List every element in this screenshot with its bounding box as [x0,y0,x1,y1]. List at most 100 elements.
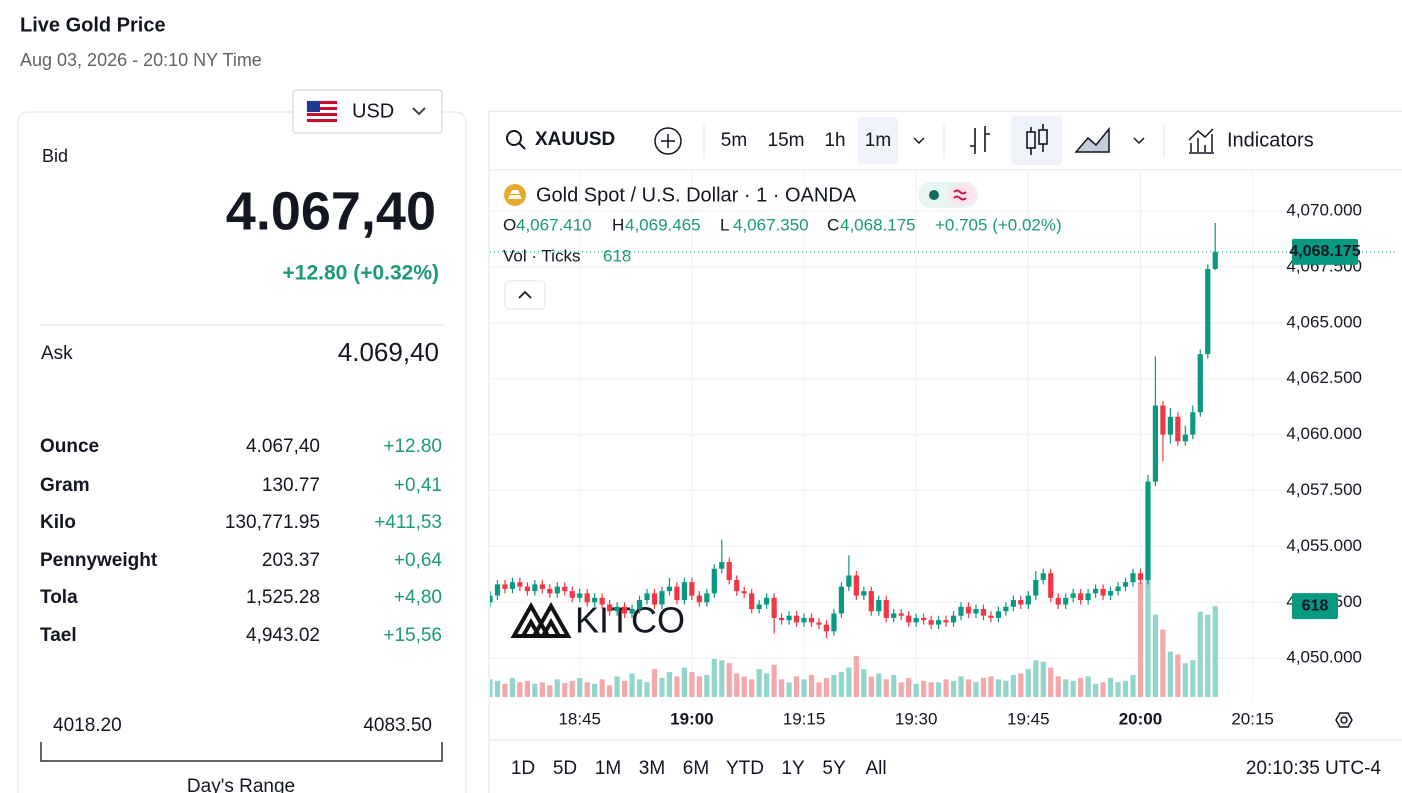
candle-body [1040,573,1046,580]
interval-button[interactable]: 1h [824,130,845,151]
candle-body [1197,354,1203,413]
currency-select[interactable]: USD [292,89,443,134]
candle-body [883,600,889,618]
interval-button[interactable]: 5m [721,130,747,151]
volume-bar [1063,679,1069,697]
volume-bar [1182,663,1188,697]
bid-price: 4.067,40 [226,181,436,241]
settings-icon [1340,716,1348,724]
candle-body [614,606,620,612]
range-button[interactable]: 6M [683,758,709,779]
style-menu[interactable] [1133,137,1145,145]
x-tick-label: 19:00 [670,709,713,728]
range-bar [40,742,443,762]
candle-body [756,604,762,610]
chevron [412,107,426,116]
currency-label[interactable]: USD [352,100,394,122]
volume-bar [876,673,882,697]
range-button[interactable]: 5D [553,758,577,779]
range-button[interactable]: 1M [595,758,621,779]
volume-bar [995,679,1002,697]
volume-bar [935,682,942,697]
unit-change: +411,53 [374,512,442,533]
volume-bar [958,676,964,697]
unit-change: +0,41 [394,475,442,496]
timestamp: Aug 03, 2026 - 20:10 NY Time [20,50,262,70]
interval-button[interactable]: 15m [768,130,805,151]
volume-bar [509,677,516,697]
candle-style-bg[interactable] [1011,116,1062,165]
candle-body [950,615,957,623]
range-button[interactable]: YTD [726,758,764,779]
volume-bar [734,673,740,697]
interval-menu[interactable] [913,137,925,145]
x-tick-label: 19:15 [783,709,826,728]
volume-bar [950,680,957,697]
volume-bar [584,682,590,697]
candle-body [988,615,994,618]
volume-bar [726,663,732,697]
candle-body [1137,573,1144,580]
symbol-search[interactable]: XAUUSD [506,129,615,150]
candle-body [958,606,964,616]
volume-bar [592,683,598,697]
candle-body [577,593,583,598]
ohlc-value: 4,067.350 [733,215,809,234]
candle-body [704,593,710,603]
candle-style-icon [1026,131,1036,149]
range-button[interactable]: 5Y [822,758,846,779]
range-button[interactable]: All [865,758,886,779]
volume-bar [607,685,613,697]
unit-change: +12.80 [383,436,442,457]
compare-button[interactable] [654,127,682,155]
candle-body [490,595,493,603]
candle-body [816,622,822,625]
candle-body [793,615,800,623]
unit-name: Ounce [40,436,99,457]
volume-bar [1197,611,1203,697]
range-button[interactable]: 1Y [781,758,805,779]
ask-label: Ask [41,343,73,364]
volume-bar [1130,674,1136,697]
candle-body [666,586,673,592]
candle-body [734,579,740,592]
collapse-legend[interactable] [504,280,546,310]
candle-body [1182,434,1188,442]
candle-body [1190,412,1196,435]
volume-bar [517,682,523,697]
symbol[interactable]: XAUUSD [535,129,615,150]
volume-bar [614,676,620,697]
indicators-button[interactable]: Indicators [1188,128,1314,154]
range-button[interactable]: 3M [639,758,665,779]
x-tick-label: 18:45 [558,709,601,728]
range-caption: Day's Range [187,776,295,793]
candle-body [831,613,837,632]
volume-bar [1145,577,1151,697]
candle-body [517,582,523,587]
volume-bar [965,679,972,697]
y-tick-label: 4,060.000 [1286,424,1362,443]
candle-body [995,611,1002,618]
area-style-icon[interactable] [1074,126,1110,153]
candle-body [1167,416,1173,435]
candle-body [621,606,628,614]
settings-icon[interactable] [1335,712,1353,728]
volume-bar [1055,676,1061,697]
bar-style-icon[interactable] [970,126,990,154]
volume-bar [786,682,792,697]
volume-bar [554,679,560,697]
candle-body [607,604,613,612]
candle-body [539,584,545,589]
interval-button[interactable]: 1m [865,130,891,151]
page-title: Live Gold Price [20,14,166,36]
candle-body [1152,405,1159,482]
watermark-text: KITCO [575,600,685,641]
grid [490,171,1290,700]
range-button[interactable]: 1D [511,758,535,779]
candle-body [1107,591,1114,596]
candle-body [764,597,770,605]
indicators-label[interactable]: Indicators [1227,129,1314,151]
candle-body [1145,481,1151,580]
interval-group: 5m 15m 1h 1m [721,130,891,151]
ohlc-key: O [503,215,516,234]
